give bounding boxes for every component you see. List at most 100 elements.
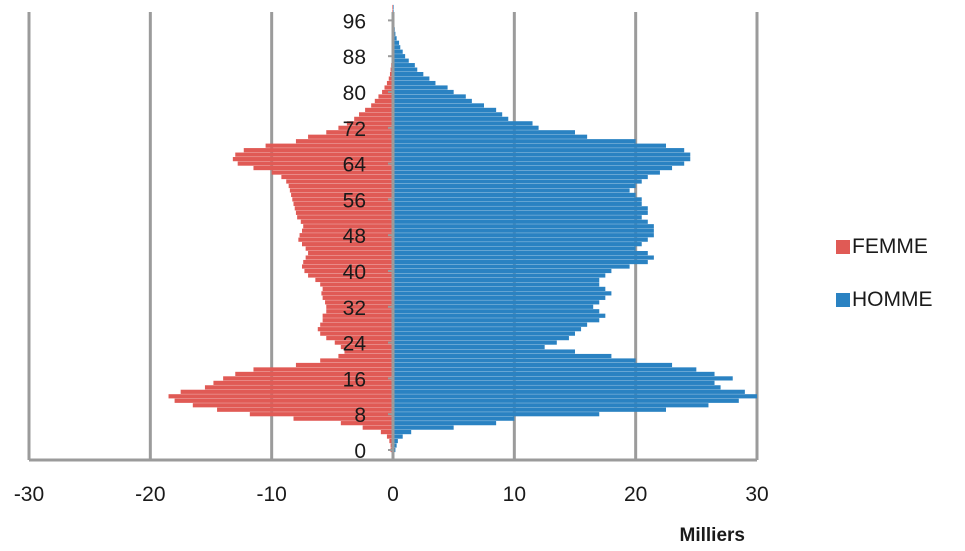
- bar-femme-age-20: [320, 358, 393, 363]
- bar-homme-age-43: [393, 255, 654, 260]
- y-tick-label: 48: [343, 225, 366, 248]
- bar-homme-age-82: [393, 80, 436, 86]
- x-tick-label: 10: [503, 483, 526, 506]
- bar-homme-age-30: [393, 313, 606, 318]
- bar-homme-age-10: [393, 403, 709, 408]
- y-tick-label: 24: [343, 333, 367, 356]
- bar-homme-age-75: [393, 112, 503, 117]
- y-tick-label: 16: [343, 368, 366, 391]
- bar-homme-age-90: [393, 45, 401, 50]
- bar-homme-age-38: [393, 277, 600, 283]
- y-tick-label: 64: [343, 154, 367, 177]
- bar-femme-age-4: [380, 430, 393, 435]
- bar-homme-age-91: [393, 40, 400, 45]
- y-tick-label: 72: [343, 118, 366, 141]
- bar-homme-age-23: [393, 344, 545, 350]
- bar-femme-age-23: [340, 344, 393, 350]
- bar-homme-age-49: [393, 228, 654, 233]
- bar-femme-age-35: [321, 291, 393, 296]
- bar-homme-age-29: [393, 318, 600, 323]
- bar-homme-age-45: [393, 246, 636, 251]
- bar-femme-age-79: [378, 94, 393, 99]
- bar-femme-age-10: [192, 403, 393, 408]
- bar-femme-age-70: [308, 134, 393, 139]
- bar-femme-age-60: [286, 179, 393, 184]
- legend-label-femme: FEMME: [852, 235, 928, 258]
- bar-homme-age-1: [393, 443, 397, 448]
- bar-femme-age-81: [384, 85, 393, 90]
- bar-femme-age-16: [223, 376, 393, 381]
- bar-homme-age-81: [393, 85, 448, 90]
- bar-homme-age-77: [393, 103, 484, 108]
- bar-femme-age-41: [302, 264, 393, 269]
- label-layer: -30 -20 -10 0 10 20 30 0 8 16 24 32 40 48 56 64 72 80 88 96…: [14, 10, 769, 546]
- bar-femme-age-11: [174, 398, 393, 403]
- legend-label-homme: HOMME: [852, 288, 933, 311]
- bar-femme-age-50: [303, 224, 393, 229]
- bar-femme-age-84: [389, 72, 393, 77]
- bar-homme-age-62: [393, 170, 660, 175]
- bar-homme-age-33: [393, 300, 600, 305]
- bar-homme-age-14: [393, 385, 721, 390]
- bar-femme-age-53: [295, 210, 393, 215]
- bar-homme-age-17: [393, 371, 715, 377]
- bar-femme-age-36: [322, 286, 393, 291]
- bar-femme-age-29: [322, 318, 393, 323]
- bar-homme-age-99: [393, 4, 394, 10]
- bar-femme-age-13: [180, 389, 393, 394]
- bar-homme-age-54: [393, 206, 648, 211]
- x-tick-label: -10: [256, 483, 286, 506]
- bar-homme-age-65: [393, 157, 691, 162]
- bar-homme-age-50: [393, 224, 654, 229]
- bar-homme-age-24: [393, 340, 557, 345]
- bar-homme-age-32: [393, 304, 594, 309]
- bar-femme-age-42: [303, 259, 393, 265]
- bar-femme-age-28: [320, 322, 393, 327]
- bar-homme-age-4: [393, 430, 412, 435]
- bar-homme-age-37: [393, 282, 600, 287]
- bar-homme-age-73: [393, 121, 533, 126]
- bar-femme-age-46: [302, 242, 393, 247]
- y-tick-label: 56: [343, 189, 366, 212]
- bar-femme-age-5: [362, 425, 393, 430]
- y-tick-label: 8: [354, 404, 366, 427]
- bar-homme-age-76: [393, 107, 497, 112]
- bar-femme-age-52: [297, 215, 393, 220]
- axis-layer: [29, 12, 757, 462]
- bar-femme-age-80: [382, 89, 393, 95]
- bar-homme-age-64: [393, 161, 685, 166]
- bar-homme-age-16: [393, 376, 733, 381]
- bar-homme-age-52: [393, 215, 642, 220]
- bar-homme-age-66: [393, 152, 691, 157]
- bar-homme-age-69: [393, 139, 636, 144]
- bar-homme-age-13: [393, 389, 745, 394]
- bar-homme-age-15: [393, 380, 715, 385]
- y-tick-label: 32: [343, 297, 366, 320]
- bar-homme-age-25: [393, 336, 569, 341]
- bars-layer: [168, 4, 757, 453]
- bar-homme-age-80: [393, 89, 454, 95]
- x-tick-label: -30: [14, 483, 44, 506]
- bar-femme-age-12: [168, 394, 393, 399]
- bar-femme-age-77: [371, 103, 393, 108]
- bar-homme-age-41: [393, 264, 630, 269]
- bar-femme-age-22: [344, 349, 393, 354]
- bar-homme-age-63: [393, 165, 673, 171]
- bar-homme-age-19: [393, 362, 673, 368]
- bar-femme-age-38: [315, 277, 393, 283]
- x-tick-label: -20: [135, 483, 165, 506]
- y-tick-label: 88: [343, 46, 366, 69]
- bar-femme-age-99: [392, 4, 393, 10]
- bar-homme-age-7: [393, 416, 515, 421]
- bar-homme-age-2: [393, 438, 398, 444]
- x-tick-label: 30: [745, 483, 768, 506]
- bar-femme-age-82: [386, 80, 393, 86]
- bar-homme-age-56: [393, 197, 642, 202]
- bar-homme-age-53: [393, 210, 648, 215]
- bar-femme-age-54: [294, 206, 393, 211]
- bar-homme-age-61: [393, 174, 648, 180]
- bar-femme-age-40: [304, 268, 393, 274]
- bar-femme-age-32: [326, 304, 393, 309]
- bar-homme-age-22: [393, 349, 575, 354]
- bar-homme-age-47: [393, 237, 648, 242]
